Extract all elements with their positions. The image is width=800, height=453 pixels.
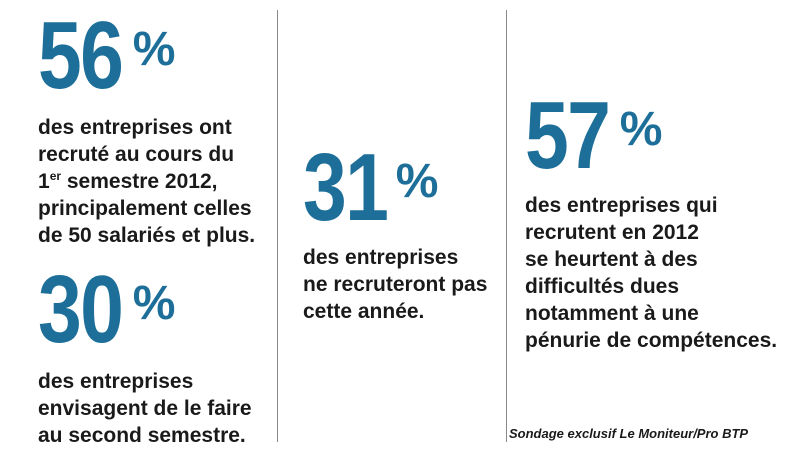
description-line: de 50 salariés et plus.: [38, 224, 256, 247]
description-line: difficultés dues: [525, 275, 680, 298]
description-text: semestre 2012,: [61, 170, 218, 193]
stat-figure: 57 %: [525, 88, 777, 184]
stat-figure: 31 %: [303, 140, 487, 236]
stat-figure: 56 %: [38, 8, 255, 104]
description-line: des entreprises: [303, 246, 459, 269]
description-line: principalement celles: [38, 197, 252, 220]
description-line: des entreprises qui: [525, 194, 718, 217]
stat-description: des entreprises envisagent de le faire a…: [38, 368, 252, 449]
stat-percent-sign: %: [132, 277, 176, 330]
stat-figure: 30 %: [38, 262, 252, 358]
description-line: se heurtent à des: [525, 248, 698, 271]
stat-block-56: 56 % des entreprises ont recruté au cour…: [38, 8, 255, 249]
stat-value: 30: [38, 256, 124, 363]
ordinal-number: 1: [38, 170, 50, 193]
description-line: des entreprises: [38, 370, 194, 393]
description-line: recruté au cours du: [38, 143, 235, 166]
description-line: ne recruteront pas: [303, 273, 488, 296]
description-line: au second semestre.: [38, 424, 246, 447]
description-line: envisagent de le faire: [38, 397, 252, 420]
column-divider-left: [277, 10, 278, 442]
description-line: pénurie de compétences.: [525, 329, 778, 352]
source-credit: Sondage exclusif Le Moniteur/Pro BTP: [509, 426, 749, 441]
stat-block-30: 30 % des entreprises envisagent de le fa…: [38, 262, 252, 449]
stat-percent-sign: %: [132, 23, 176, 76]
description-line: cette année.: [303, 300, 425, 323]
description-line: des entreprises ont: [38, 116, 232, 139]
description-line: notamment à une: [525, 302, 699, 325]
stat-percent-sign: %: [619, 103, 663, 156]
stat-value: 57: [525, 82, 611, 189]
stat-description: des entreprises ne recruteront pas cette…: [303, 244, 487, 325]
description-line: 1er semestre 2012,: [38, 168, 255, 195]
stat-description: des entreprises qui recrutent en 2012 se…: [525, 192, 777, 354]
ordinal-suffix: er: [49, 169, 62, 183]
stat-value: 31: [303, 134, 389, 241]
column-divider-right: [506, 10, 507, 442]
description-line: recrutent en 2012: [525, 221, 699, 244]
stat-block-31: 31 % des entreprises ne recruteront pas …: [303, 140, 487, 325]
stat-value: 56: [38, 2, 124, 109]
stat-block-57: 57 % des entreprises qui recrutent en 20…: [525, 88, 777, 354]
stat-description: des entreprises ont recruté au cours du …: [38, 114, 255, 249]
stat-percent-sign: %: [395, 155, 439, 208]
